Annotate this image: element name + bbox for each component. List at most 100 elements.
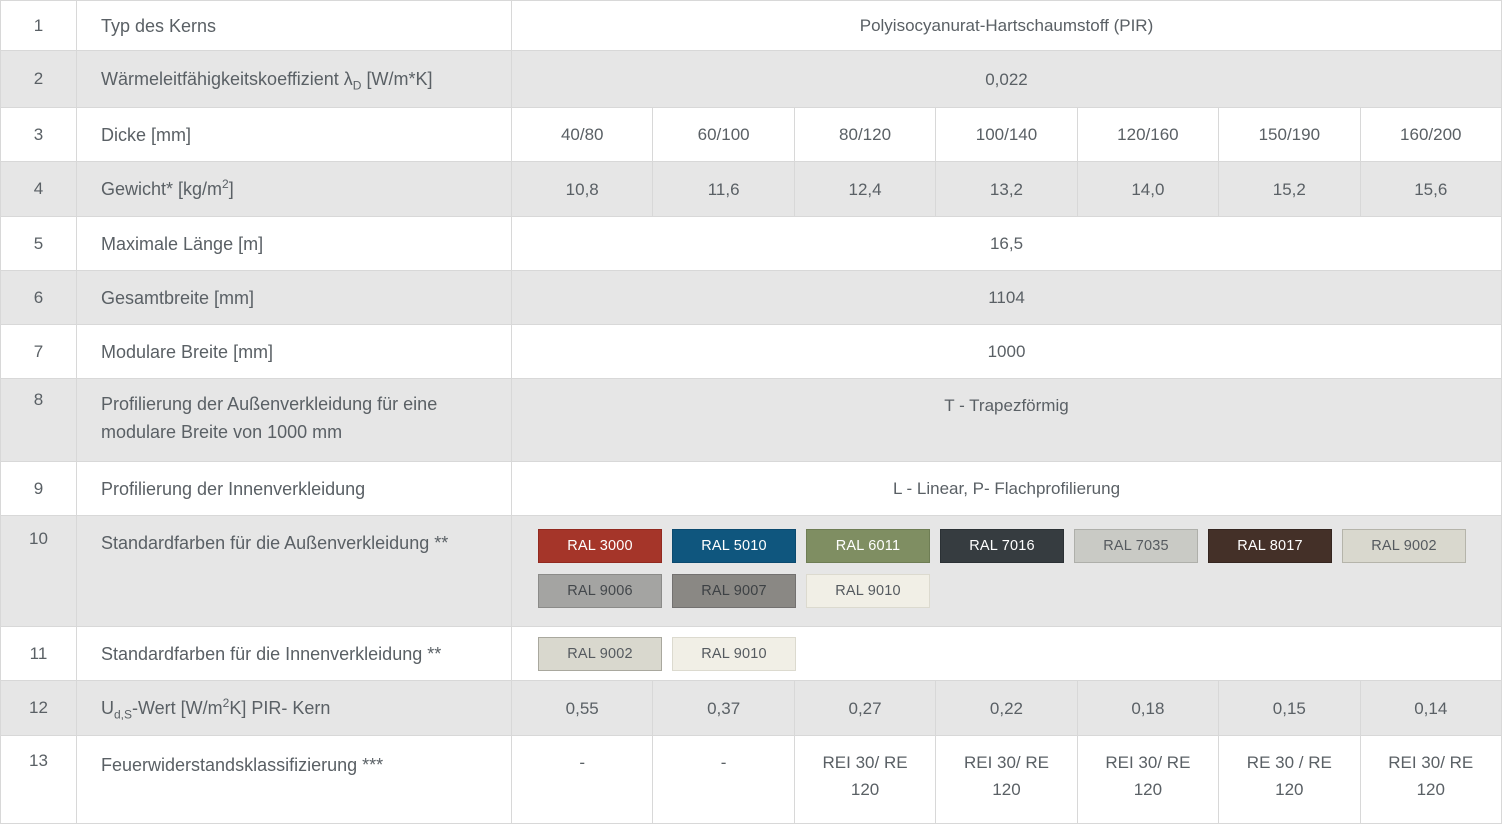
row-label: Gewicht* [kg/m2] — [76, 161, 512, 217]
outer-colors-cell: RAL 3000 RAL 5010 RAL 6011 RAL 7016 RAL … — [511, 515, 1502, 627]
value-cell: REI 30/ RE 120 — [1076, 735, 1220, 824]
ral-swatch: RAL 3000 — [538, 529, 662, 563]
row-number: 8 — [0, 378, 77, 462]
row-number: 10 — [0, 515, 77, 627]
value-cell: 150/190 — [1218, 107, 1361, 162]
row-number: 3 — [0, 107, 77, 162]
ral-swatch: RAL 7035 — [1074, 529, 1198, 563]
ral-swatch-list: RAL 9002 RAL 9010 — [538, 636, 1481, 671]
ral-swatch: RAL 9002 — [1342, 529, 1466, 563]
row-label: Ud,S-Wert [W/m2K] PIR- Kern — [76, 680, 512, 736]
row-label: Gesamtbreite [mm] — [76, 270, 512, 325]
row-label: Maximale Länge [m] — [76, 216, 512, 271]
table-row: 2 Wärmeleitfähigkeitskoeffizient λD [W/m… — [0, 50, 1502, 108]
row-label: Typ des Kerns — [76, 0, 512, 51]
value-cell: 0,27 — [793, 680, 937, 736]
row-label-part: Wärmeleitfähigkeitskoeffizient λ — [101, 69, 353, 89]
ral-swatch: RAL 9007 — [672, 574, 796, 608]
row-value: T - Trapezförmig — [511, 378, 1502, 462]
value-cell: 160/200 — [1359, 107, 1502, 162]
inner-colors-cell: RAL 9002 RAL 9010 — [511, 626, 1502, 681]
table-row: 7 Modulare Breite [mm] 1000 — [0, 324, 1502, 379]
row-label: Wärmeleitfähigkeitskoeffizient λD [W/m*K… — [76, 50, 512, 108]
value-cell: 14,0 — [1076, 161, 1220, 217]
row-label-part: K] PIR- Kern — [229, 698, 331, 718]
value-cell: 11,6 — [652, 161, 795, 217]
table-row: 10 Standardfarben für die Außenverkleidu… — [0, 515, 1502, 627]
table-row: 1 Typ des Kerns Polyisocyanurat-Hartscha… — [0, 0, 1502, 51]
ral-swatch: RAL 9002 — [538, 636, 662, 671]
table-row: 13 Feuerwiderstandsklassifizierung *** -… — [0, 735, 1502, 824]
row-label: Modulare Breite [mm] — [76, 324, 512, 379]
row-label: Profilierung der Innenverkleidung — [76, 461, 512, 516]
row-number: 7 — [0, 324, 77, 379]
row-value: L - Linear, P- Flachprofilierung — [511, 461, 1502, 516]
ral-swatch: RAL 7016 — [940, 529, 1064, 563]
value-cell: 12,4 — [793, 161, 937, 217]
row-number: 9 — [0, 461, 77, 516]
row-number: 6 — [0, 270, 77, 325]
ral-swatch-list: RAL 3000 RAL 5010 RAL 6011 RAL 7016 RAL … — [538, 529, 1481, 608]
table-row: 12 Ud,S-Wert [W/m2K] PIR- Kern 0,55 0,37… — [0, 680, 1502, 736]
row-label: Standardfarben für die Außenverkleidung … — [76, 515, 512, 627]
row-label-subscript: D — [352, 78, 362, 93]
value-cell: REI 30/ RE 120 — [935, 735, 1078, 824]
ral-swatch: RAL 6011 — [806, 529, 930, 563]
row-label-superscript: 2 — [222, 696, 230, 710]
row-number: 11 — [0, 626, 77, 681]
table-row: 11 Standardfarben für die Innenverkleidu… — [0, 626, 1502, 681]
value-cell: 80/120 — [793, 107, 937, 162]
value-cell: 0,14 — [1359, 680, 1502, 736]
table-row: 8 Profilierung der Außenverkleidung für … — [0, 378, 1502, 462]
table-row: 5 Maximale Länge [m] 16,5 — [0, 216, 1502, 271]
value-cell: 0,37 — [652, 680, 795, 736]
row-number: 1 — [0, 0, 77, 51]
ral-swatch: RAL 9006 — [538, 574, 662, 608]
ral-swatch: RAL 9010 — [806, 574, 930, 608]
row-value: 1000 — [511, 324, 1502, 379]
value-cell: REI 30/ RE 120 — [793, 735, 937, 824]
row-label-part: -Wert [W/m — [132, 698, 223, 718]
row-label-part: U — [101, 698, 114, 718]
value-cell: 60/100 — [652, 107, 795, 162]
ral-swatch: RAL 9010 — [672, 636, 796, 671]
row-number: 13 — [0, 735, 77, 824]
ral-swatch: RAL 8017 — [1208, 529, 1332, 563]
row-value: 1104 — [511, 270, 1502, 325]
row-value: 0,022 — [511, 50, 1502, 108]
value-cell: 15,6 — [1359, 161, 1502, 217]
value-cell: 15,2 — [1218, 161, 1361, 217]
row-label-superscript: 2 — [222, 177, 229, 191]
row-label-part: [W/m*K] — [361, 69, 433, 89]
value-cell: 0,55 — [510, 680, 654, 736]
row-label: Dicke [mm] — [76, 107, 512, 162]
row-label: Standardfarben für die Innenverkleidung … — [76, 626, 512, 681]
value-cell: RE 30 / RE 120 — [1218, 735, 1361, 824]
value-cell: 10,8 — [510, 161, 654, 217]
row-value: 16,5 — [511, 216, 1502, 271]
row-label-part: ] — [228, 179, 234, 199]
value-cell: 0,22 — [935, 680, 1078, 736]
value-cell: 13,2 — [935, 161, 1078, 217]
table-row: 3 Dicke [mm] 40/80 60/100 80/120 100/140… — [0, 107, 1502, 162]
row-label: Profilierung der Außenverkleidung für ei… — [76, 378, 512, 462]
row-number: 2 — [0, 50, 77, 108]
value-cell: 0,15 — [1218, 680, 1361, 736]
row-number: 5 — [0, 216, 77, 271]
value-cell: 0,18 — [1076, 680, 1220, 736]
table-row: 4 Gewicht* [kg/m2] 10,8 11,6 12,4 13,2 1… — [0, 161, 1502, 217]
value-cell: 100/140 — [935, 107, 1078, 162]
row-number: 12 — [0, 680, 77, 736]
value-cell: - — [652, 735, 795, 824]
value-cell: - — [510, 735, 654, 824]
row-label: Feuerwiderstandsklassifizierung *** — [76, 735, 512, 824]
row-label-part: Gewicht* [kg/m — [101, 179, 223, 199]
row-value: Polyisocyanurat-Hartschaumstoff (PIR) — [511, 0, 1502, 51]
table-row: 6 Gesamtbreite [mm] 1104 — [0, 270, 1502, 325]
value-cell: REI 30/ RE 120 — [1359, 735, 1502, 824]
row-number: 4 — [0, 161, 77, 217]
row-label-subscript: d,S — [114, 707, 133, 722]
value-cell: 120/160 — [1076, 107, 1220, 162]
ral-swatch: RAL 5010 — [672, 529, 796, 563]
value-cell: 40/80 — [510, 107, 654, 162]
